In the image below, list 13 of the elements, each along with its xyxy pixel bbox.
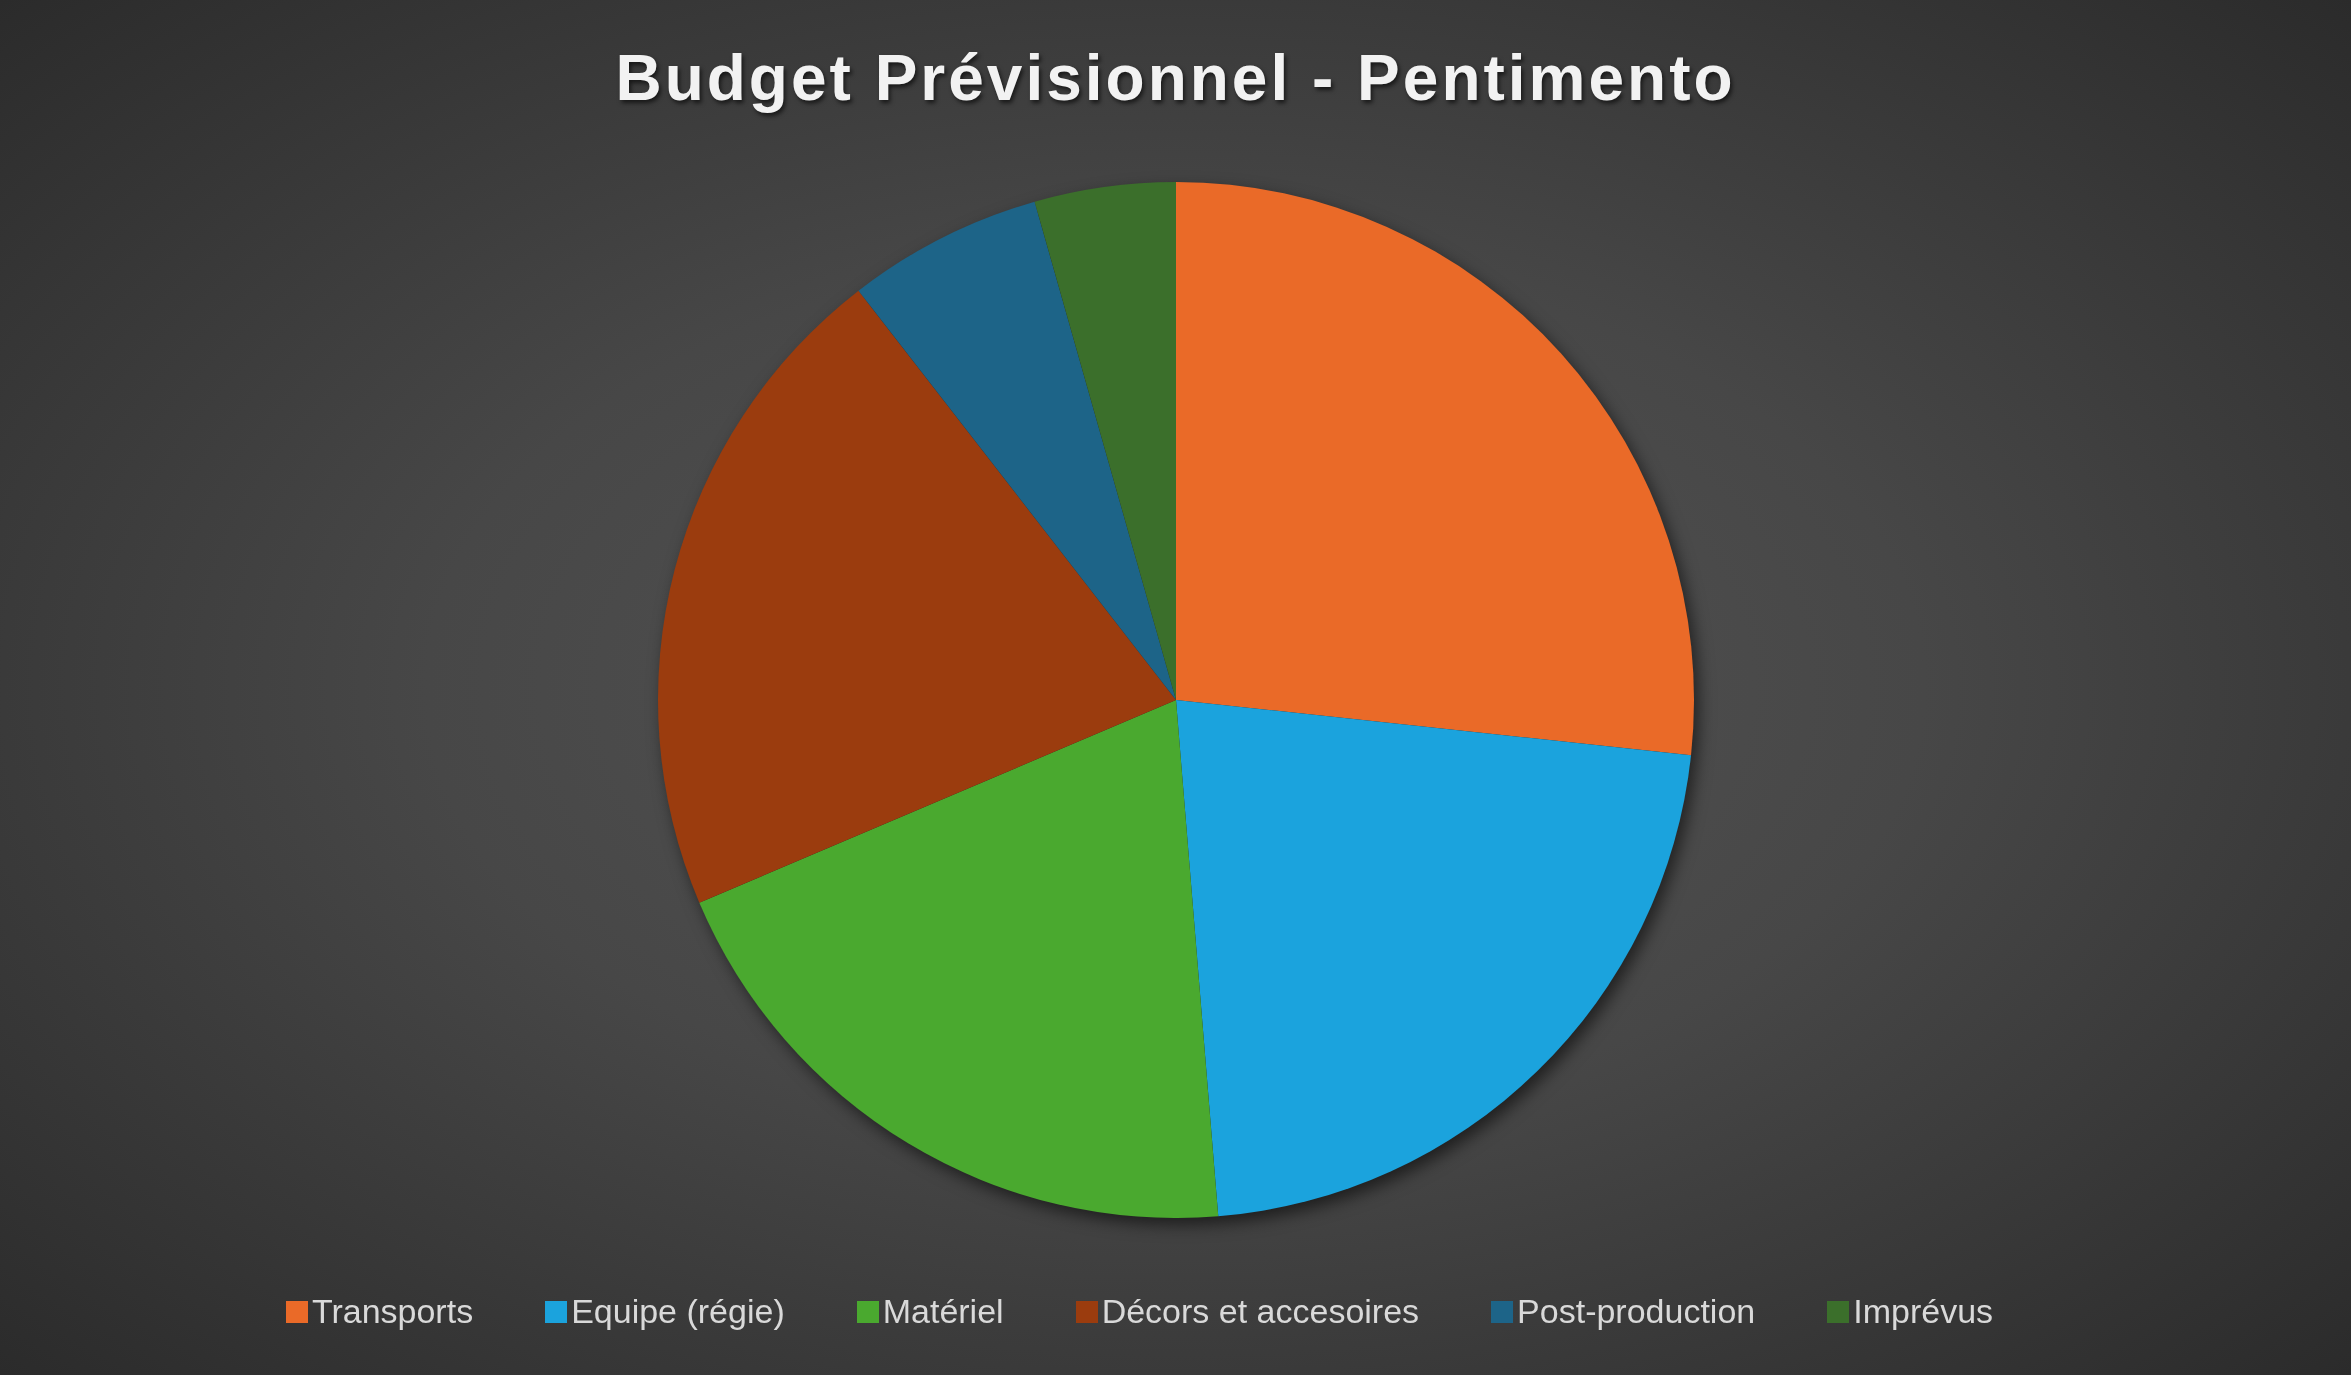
chart-title: Budget Prévisionnel - Pentimento bbox=[614, 41, 1737, 116]
pie-slice bbox=[1176, 700, 1692, 1217]
legend-label: Equipe (régie) bbox=[571, 1292, 785, 1330]
pie-slice bbox=[699, 700, 1219, 1218]
legend-label: Transports bbox=[311, 1292, 474, 1330]
legend-label: Imprévus bbox=[1853, 1292, 1994, 1330]
legend-label: Post-production bbox=[1517, 1292, 1756, 1330]
pie-slice bbox=[1034, 182, 1176, 700]
pie-slice bbox=[1176, 182, 1694, 756]
legend-label: Matériel bbox=[882, 1292, 1004, 1330]
pie-slice bbox=[858, 201, 1176, 700]
pie-slice bbox=[658, 290, 1176, 903]
legend-label: Décors et accesoires bbox=[1101, 1292, 1420, 1330]
